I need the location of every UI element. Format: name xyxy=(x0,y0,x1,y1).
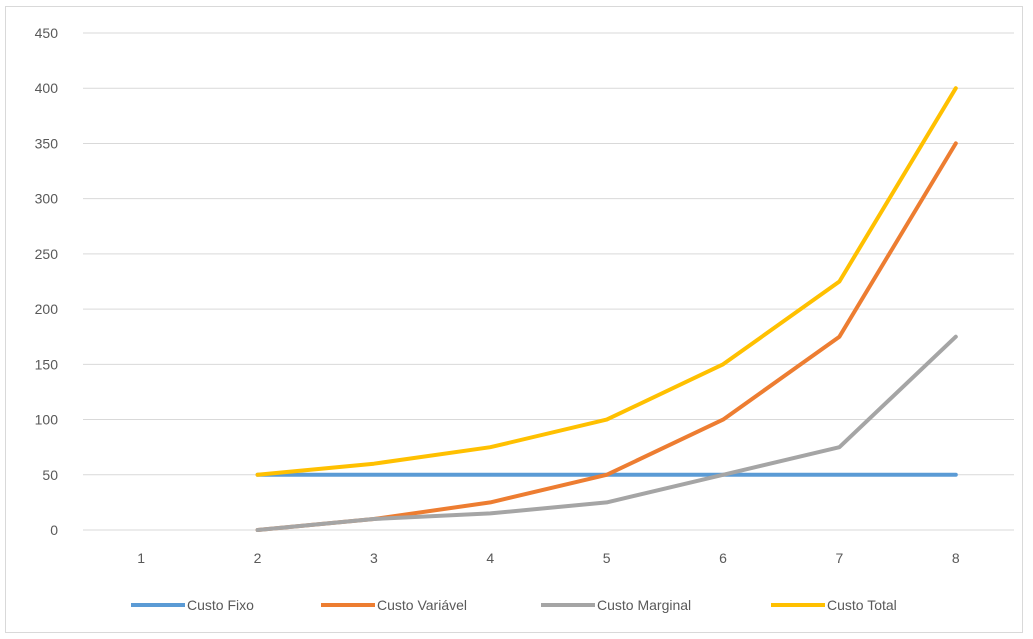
y-tick-label: 0 xyxy=(50,522,58,538)
y-tick-label: 50 xyxy=(42,467,58,483)
data-point xyxy=(955,336,957,338)
series-line-3 xyxy=(255,334,958,532)
y-tick-label: 400 xyxy=(35,80,59,96)
data-point xyxy=(489,474,491,476)
data-point xyxy=(606,501,608,503)
x-tick-label: 7 xyxy=(836,550,844,566)
data-point xyxy=(489,512,491,514)
series-line-4 xyxy=(255,86,958,477)
x-tick-label: 4 xyxy=(486,550,494,566)
data-point xyxy=(838,281,840,282)
x-tick-label: 8 xyxy=(952,550,960,566)
data-point xyxy=(838,336,840,338)
legend-item: Custo Marginal xyxy=(541,597,691,613)
y-tick-label: 100 xyxy=(35,412,59,428)
series-line-2 xyxy=(255,141,958,532)
y-tick-label: 250 xyxy=(35,246,59,262)
data-point xyxy=(955,474,957,476)
y-axis-tick-labels: 0 50 100 150 200 250 300 350 400 450 xyxy=(35,25,59,538)
x-tick-label: 5 xyxy=(603,550,611,566)
legend-item: Custo Variável xyxy=(321,597,467,613)
x-tick-label: 6 xyxy=(719,550,727,566)
y-tick-label: 450 xyxy=(35,25,59,41)
data-point xyxy=(955,87,957,89)
legend-item: Custo Total xyxy=(771,597,897,613)
data-point xyxy=(955,142,957,144)
legend-label: Custo Variável xyxy=(377,597,467,613)
y-tick-label: 300 xyxy=(35,191,59,207)
x-tick-label: 3 xyxy=(370,550,378,566)
data-point xyxy=(722,474,724,476)
y-tick-label: 150 xyxy=(35,356,59,372)
data-point xyxy=(489,446,491,448)
data-point xyxy=(257,529,259,531)
data-point xyxy=(373,474,375,476)
line-chart: 0 50 100 150 200 250 300 350 400 450 1 2 3 4 5 6 7 8 Cus… xyxy=(35,25,1014,613)
chart-area: 0 50 100 150 200 250 300 350 400 450 1 2 3 4 5 6 7 8 Cus… xyxy=(5,6,1023,633)
legend-label: Custo Marginal xyxy=(597,597,691,613)
legend: Custo Fixo Custo Variável Custo Marginal Cu… xyxy=(131,597,897,613)
x-axis-tick-labels: 1 2 3 4 5 6 7 8 xyxy=(137,550,960,566)
y-tick-label: 350 xyxy=(35,135,59,151)
legend-item: Custo Fixo xyxy=(131,597,254,613)
data-point xyxy=(489,501,491,503)
data-point xyxy=(257,474,259,476)
data-point xyxy=(606,474,608,476)
y-tick-label: 200 xyxy=(35,301,59,317)
x-tick-label: 1 xyxy=(137,550,145,566)
gridlines xyxy=(83,32,1014,531)
data-point xyxy=(838,446,840,448)
data-point xyxy=(838,474,840,476)
data-point xyxy=(373,463,375,465)
legend-label: Custo Fixo xyxy=(187,597,254,613)
data-point xyxy=(722,419,724,421)
x-tick-label: 2 xyxy=(254,550,262,566)
data-point xyxy=(606,419,608,421)
legend-label: Custo Total xyxy=(827,597,897,613)
series-lines xyxy=(255,86,958,532)
data-point xyxy=(373,518,375,520)
data-point xyxy=(722,363,724,365)
